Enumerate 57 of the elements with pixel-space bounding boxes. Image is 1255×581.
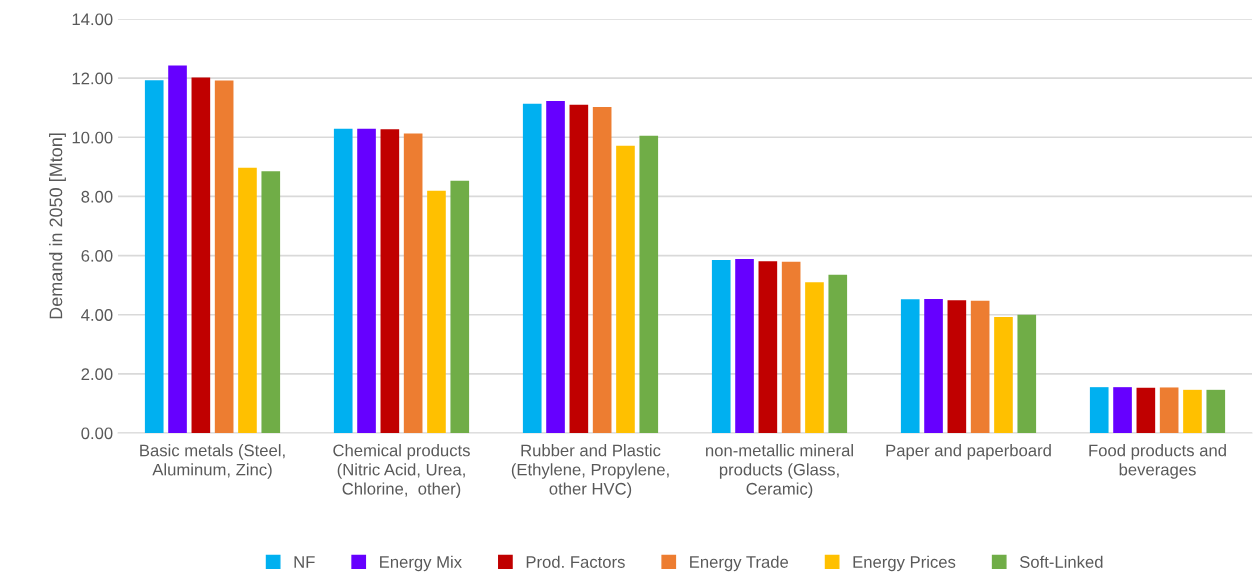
bar — [1159, 387, 1179, 433]
y-tick-label: 14.00 — [72, 13, 113, 26]
y-tick-label: 12.00 — [72, 72, 113, 85]
bar — [592, 107, 612, 433]
bar — [333, 128, 353, 433]
bar — [403, 133, 423, 433]
bar — [1183, 389, 1202, 433]
bar — [805, 282, 824, 433]
bar — [735, 259, 754, 433]
bar — [168, 65, 187, 433]
legend-label: Energy Prices — [853, 555, 956, 572]
bar — [828, 274, 848, 433]
bar — [758, 261, 778, 433]
y-tick-label: 10.00 — [72, 131, 113, 144]
y-tick-label: 2.00 — [81, 368, 113, 381]
y-tick-label: 4.00 — [81, 309, 113, 321]
y-tick-label: 0.00 — [81, 427, 113, 440]
bar — [261, 171, 281, 433]
x-tick-label: Chemical products (Nitric Acid, Urea, Chlorine, other) — [333, 444, 470, 498]
bar — [1206, 389, 1226, 433]
x-tick-label: non-metallic mineral products (Glass, Ceramic) — [706, 444, 853, 498]
bar — [616, 145, 635, 433]
bar — [994, 317, 1013, 433]
bar — [450, 180, 470, 433]
bar — [639, 135, 659, 433]
y-tick-label: 8.00 — [81, 190, 113, 203]
bar — [970, 300, 990, 433]
x-tick-label: Food products and beverages — [1089, 444, 1226, 479]
bar — [144, 80, 164, 433]
legend-label: Prod. Factors — [526, 555, 625, 568]
bar — [781, 261, 801, 433]
bar — [427, 190, 446, 433]
bar — [380, 129, 400, 433]
bar — [711, 260, 731, 433]
bar — [947, 300, 967, 433]
x-tick-label: Paper and paperboard — [886, 444, 1051, 460]
bar — [1089, 387, 1109, 433]
bar — [900, 299, 920, 433]
bar — [546, 100, 565, 433]
legend-label: Energy Trade — [690, 555, 789, 572]
bar — [238, 167, 257, 433]
bar — [1136, 387, 1156, 433]
x-tick-label: Rubber and Plastic (Ethylene, Propylene, other HVC) — [511, 444, 669, 498]
legend-label: Energy Mix — [380, 555, 462, 572]
y-axis-title: Demand in 2050 [Mton] — [49, 133, 66, 319]
bar — [924, 299, 943, 433]
y-tick-label: 6.00 — [81, 249, 113, 262]
bar — [357, 128, 376, 433]
bar — [522, 103, 542, 433]
x-tick-label: Basic metals (Steel, Aluminum, Zinc) — [140, 444, 285, 479]
bar — [569, 104, 589, 433]
bar — [191, 77, 211, 433]
legend-label: Soft-Linked — [1019, 555, 1103, 568]
bar — [214, 80, 234, 433]
legend-label: NF — [294, 556, 315, 568]
bar — [1017, 314, 1037, 433]
bar — [1113, 387, 1132, 433]
